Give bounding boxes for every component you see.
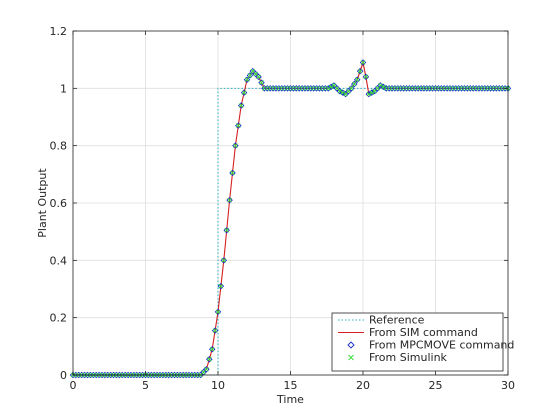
axis-ticks: 0 5 10 15 20 25 30 0 0.2 0.4 0.6 0.8 1 1.2 [50, 25, 516, 392]
simulink-marker [354, 77, 360, 83]
mpcmove-marker [258, 79, 265, 86]
simulink-marker [235, 123, 241, 128]
legend-swatch-mpcmove [347, 341, 355, 349]
simulink-marker [221, 258, 227, 263]
simulink-marker [337, 88, 343, 94]
mpcmove-marker [203, 366, 210, 373]
x-tick-label: 20 [356, 379, 370, 392]
simulink-marker [230, 170, 235, 176]
mpcmove-marker [336, 87, 344, 95]
mpcmove-marker [208, 345, 216, 353]
x-tick-label: 10 [211, 379, 225, 392]
mpcmove-marker [362, 73, 370, 81]
simulink-marker [204, 366, 209, 372]
y-tick-label: 1.2 [50, 25, 68, 38]
mpcmove-marker [246, 72, 254, 79]
simulink-marker [360, 60, 366, 65]
simulink-marker [209, 346, 215, 352]
y-tick-label: 0.4 [50, 254, 68, 267]
simulink-marker [369, 90, 375, 95]
y-tick-label: 0.8 [50, 140, 68, 153]
legend-entry-label: From SIM command [369, 326, 478, 339]
simulink-marker [224, 227, 230, 233]
simulink-marker [380, 84, 386, 90]
simulink-marker [357, 68, 363, 74]
y-tick-label: 1 [60, 82, 67, 95]
simulink-marker [325, 86, 331, 91]
mpcmove-marker [232, 142, 239, 149]
y-tick-label: 0.2 [50, 312, 68, 325]
mpcmove-marker [353, 76, 361, 83]
x-axis-label: Time [276, 393, 304, 406]
mpcmove-marker [206, 355, 213, 363]
mpcmove-marker [217, 282, 225, 290]
x-tick-label: 5 [142, 379, 149, 392]
mpcmove-marker [377, 82, 384, 89]
mpcmove-marker [223, 226, 230, 234]
legend-entry-label: From Simulink [369, 351, 448, 364]
legend-box [331, 312, 504, 372]
simulink-marker [349, 86, 354, 91]
mpcmove-marker [235, 122, 242, 129]
mpcmove-marker [214, 308, 222, 316]
x-tick-label: 15 [284, 379, 298, 392]
simulink-marker [363, 74, 369, 80]
y-tick-label: 0.6 [50, 197, 68, 210]
simulink-marker [238, 103, 244, 108]
mpcmove-marker [380, 83, 387, 91]
simulink-marker [256, 74, 261, 80]
mpcmove-marker [240, 89, 248, 96]
mpcmove-marker [229, 169, 236, 177]
mpcmove-marker [211, 327, 219, 334]
mpcmove-marker [339, 89, 346, 96]
mpcmove-marker [359, 59, 367, 66]
simulink-marker [233, 143, 238, 148]
y-axis-label: Plant Output [36, 168, 49, 238]
simulink-marker [351, 81, 357, 87]
x-tick-label: 25 [429, 379, 443, 392]
mpcmove-marker [226, 196, 233, 204]
mpcmove-marker [237, 102, 245, 109]
x-tick-label: 0 [70, 379, 77, 392]
mpcmove-marker [220, 257, 228, 264]
simulink-marker [241, 90, 247, 95]
mpcmove-marker [356, 67, 364, 75]
x-tick-label: 30 [501, 379, 515, 392]
simulink-marker [366, 91, 372, 97]
mpcmove-marker [351, 80, 358, 88]
simulink-marker [227, 197, 232, 203]
legend-swatch-simulink [348, 354, 354, 361]
reference-line [73, 87, 508, 376]
mpcmove-marker [255, 73, 262, 81]
simulink-marker [328, 84, 334, 90]
simulink-marker [218, 283, 224, 289]
y-tick-label: 0 [60, 369, 67, 382]
simulink-marker [206, 356, 212, 362]
simulink-marker [378, 83, 383, 88]
mpcmove-marker [243, 76, 251, 83]
legend-entry-label: From MPCMOVE command [369, 339, 514, 352]
simulink-marker [259, 80, 264, 85]
legend-entry-label: Reference [369, 314, 425, 327]
simulink-marker [340, 90, 346, 95]
simulink-marker [247, 73, 253, 78]
simulink-marker [212, 328, 218, 333]
simulink-marker [244, 77, 250, 83]
simulink-marker [215, 309, 221, 315]
mpcmove-marker [348, 85, 355, 92]
